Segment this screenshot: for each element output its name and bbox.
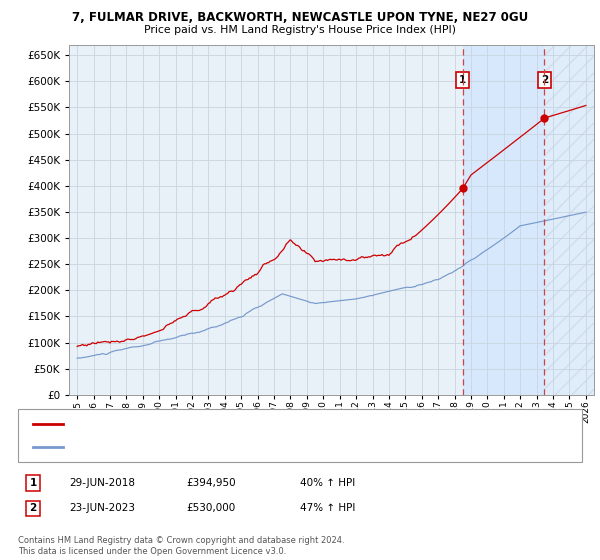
Text: 47% ↑ HPI: 47% ↑ HPI (300, 503, 355, 514)
Text: HPI: Average price, detached house, North Tyneside: HPI: Average price, detached house, Nort… (69, 442, 316, 451)
Text: Contains HM Land Registry data © Crown copyright and database right 2024.
This d: Contains HM Land Registry data © Crown c… (18, 536, 344, 556)
Text: Price paid vs. HM Land Registry's House Price Index (HPI): Price paid vs. HM Land Registry's House … (144, 25, 456, 35)
Bar (463, 45, 544, 395)
Text: 7, FULMAR DRIVE, BACKWORTH, NEWCASTLE UPON TYNE, NE27 0GU (detached house): 7, FULMAR DRIVE, BACKWORTH, NEWCASTLE UP… (69, 419, 481, 428)
Text: £394,950: £394,950 (186, 478, 236, 488)
Text: 7, FULMAR DRIVE, BACKWORTH, NEWCASTLE UPON TYNE, NE27 0GU: 7, FULMAR DRIVE, BACKWORTH, NEWCASTLE UP… (72, 11, 528, 24)
Text: 2: 2 (29, 503, 37, 514)
Text: 2: 2 (541, 75, 548, 85)
Text: 1: 1 (459, 75, 466, 85)
Text: £530,000: £530,000 (186, 503, 235, 514)
Text: 23-JUN-2023: 23-JUN-2023 (69, 503, 135, 514)
Text: 29-JUN-2018: 29-JUN-2018 (69, 478, 135, 488)
Text: 40% ↑ HPI: 40% ↑ HPI (300, 478, 355, 488)
Bar (544, 45, 594, 395)
Text: 1: 1 (29, 478, 37, 488)
